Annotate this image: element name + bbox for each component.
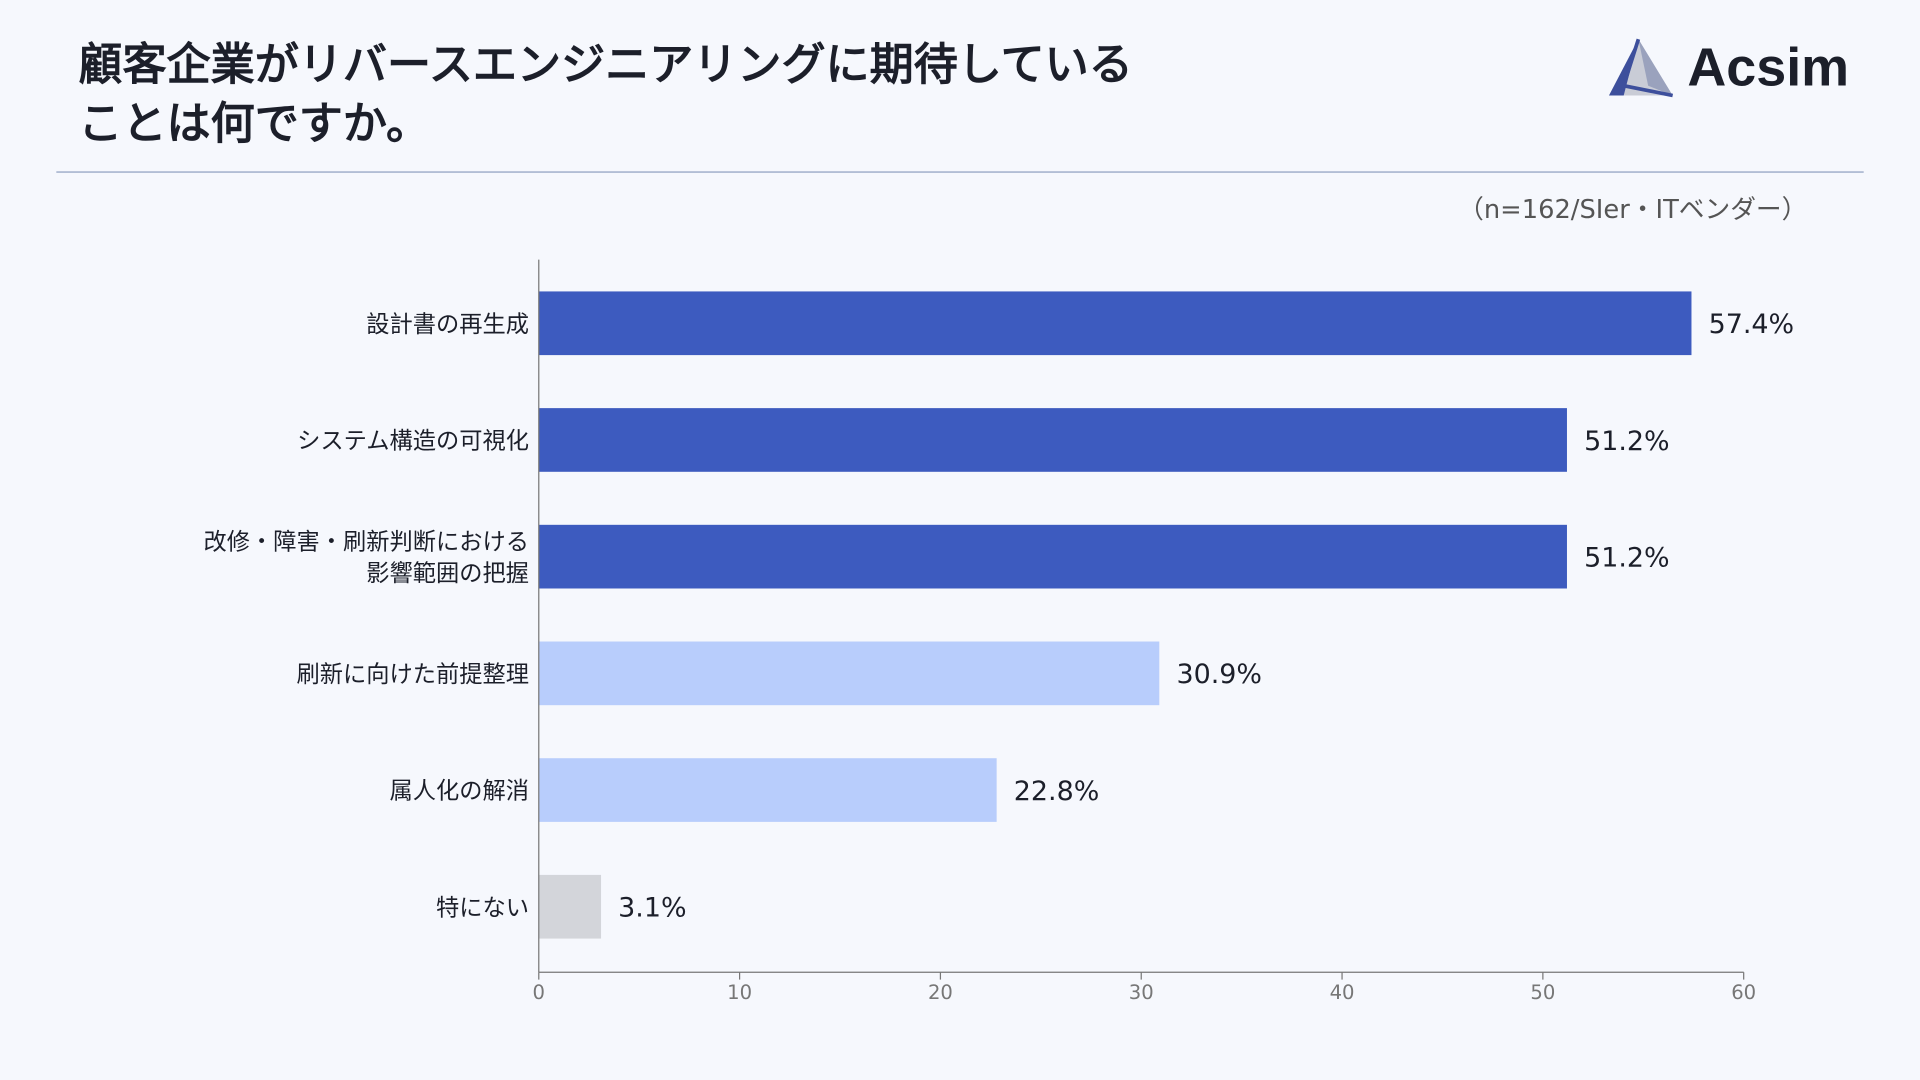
sample-note: （n=162/SIer・ITベンダー） [1458,194,1808,225]
data-label: 51.2% [1584,426,1670,457]
bar [538,874,602,939]
category-label: 特にない [436,894,529,921]
data-label: 51.2% [1584,542,1670,573]
category-label: 改修・障害・刷新判断における影響範囲の把握 [203,528,529,587]
category-label: 刷新に向けた前提整理 [296,661,529,688]
logo-triangle-icon [1608,38,1674,98]
category-label: 設計書の再生成 [366,311,529,338]
x-tick-label: 0 [533,981,545,1004]
bar [538,758,997,822]
page-title: 顧客企業がリバースエンジニアリングに期待している ことは何ですか。 [78,40,1133,150]
bar [538,408,1567,472]
x-tick-label: 40 [1330,981,1355,1004]
data-label: 30.9% [1176,659,1262,690]
x-tick-label: 60 [1731,981,1756,1004]
bar [538,291,1692,356]
category-label: システム構造の可視化 [297,428,529,455]
x-tick-label: 50 [1530,981,1555,1004]
logo-text: Acsim [1687,37,1850,98]
data-label: 3.1% [618,893,686,924]
x-tick-label: 20 [928,981,953,1004]
data-label: 57.4% [1709,309,1795,340]
category-label: 属人化の解消 [389,778,529,805]
logo: Acsim [1607,37,1850,101]
x-tick-label: 10 [727,981,752,1004]
bar [538,524,1567,589]
bar [538,641,1160,706]
data-label: 22.8% [1014,776,1100,807]
header-divider [56,171,1864,173]
x-tick-label: 30 [1129,981,1154,1004]
